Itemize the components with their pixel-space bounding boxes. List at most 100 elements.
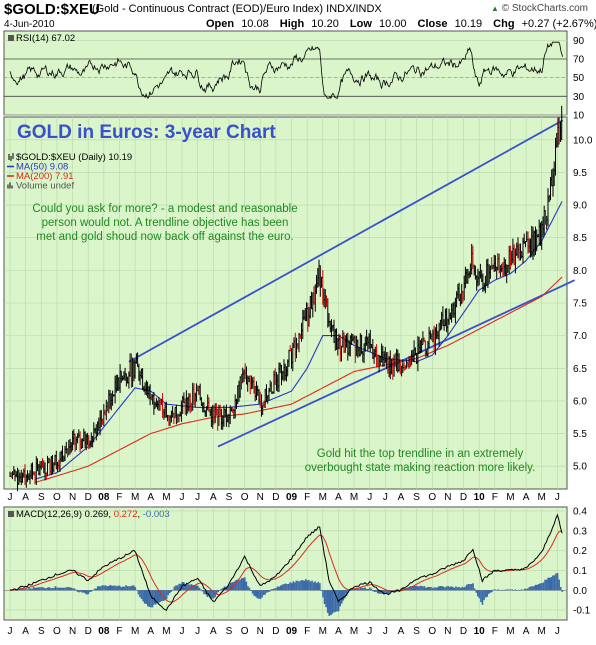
macd-hist-bar — [93, 588, 96, 591]
macd-hist-bar — [444, 587, 446, 591]
macd-hist-bar — [362, 588, 365, 591]
macd-hist-bar — [380, 590, 382, 594]
macd-hist-bar — [170, 590, 173, 592]
legend-entry: MA(200) 7.91 — [16, 171, 74, 182]
macd-hist-bar — [344, 590, 346, 599]
x-tick-label: N — [69, 492, 76, 503]
macd-hist-bar — [126, 586, 129, 591]
rsi-legend-text: RSI(14) 67.02 — [16, 33, 75, 44]
x-tick-label: 09 — [286, 626, 298, 637]
macd-hist-bar — [273, 588, 276, 591]
macd-hist-bar — [306, 580, 309, 591]
macd-hist-bar — [475, 590, 478, 593]
macd-hist-bar — [201, 590, 204, 592]
x-tick-label: O — [53, 626, 61, 637]
macd-hist-bar — [390, 590, 393, 591]
x-tick-label: A — [523, 492, 530, 503]
open-label: Open — [206, 18, 235, 30]
rsi-grid — [4, 40, 567, 116]
macd-hist-bar — [336, 590, 338, 612]
x-tick-label: M — [506, 492, 514, 503]
macd-hist-bar — [378, 590, 381, 594]
macd-hist-bar — [439, 585, 442, 591]
macd-hist-bar — [178, 583, 180, 591]
x-tick-label: N — [257, 492, 264, 503]
macd-hist-bar — [98, 586, 101, 591]
x-tick-label: J — [367, 492, 372, 503]
macd-hist-bar — [76, 590, 79, 592]
annotation-bottom-line-1: Gold hit the top trendline in an extreme… — [317, 448, 524, 460]
macd-hist-bar — [143, 590, 146, 604]
x-tick-label: A — [398, 492, 405, 503]
macd-legend-sep-1: , — [108, 509, 113, 520]
macd-hist-bar — [231, 582, 234, 591]
macd-hist-bar — [527, 588, 529, 591]
x-tick-label: 08 — [98, 492, 110, 503]
macd-hist-bar — [345, 590, 348, 597]
rsi-y-tick: 30 — [573, 92, 585, 103]
macd-hist-bar — [419, 585, 421, 591]
x-tick-label: F — [116, 626, 122, 637]
macd-hist-bar — [456, 587, 459, 591]
macd-hist-bar — [29, 588, 32, 591]
macd-hist-bar — [134, 587, 137, 591]
x-tick-label: A — [147, 626, 154, 637]
macd-hist-bar — [541, 583, 543, 591]
macd-hist-bar — [164, 590, 166, 601]
macd-hist-bar — [84, 590, 87, 594]
macd-hist-bar — [497, 589, 499, 591]
x-tick-label: A — [335, 626, 342, 637]
x-tick-label: J — [8, 492, 13, 503]
macd-hist-bar — [167, 590, 169, 596]
macd-hist-bar — [54, 586, 57, 591]
open-value: 10.08 — [241, 18, 269, 30]
macd-hist-bar — [355, 588, 357, 591]
macd-hist-bar — [211, 590, 213, 599]
macd-hist-bar — [96, 586, 99, 591]
macd-hist-bar — [270, 589, 273, 591]
x-tick-label: O — [241, 492, 249, 503]
rsi-line — [9, 41, 564, 100]
macd-hist-bar — [442, 586, 445, 591]
macd-hist-bar — [522, 589, 524, 591]
macd-hist-bar — [25, 588, 27, 591]
close-value: 10.19 — [454, 18, 483, 30]
macd-hist-bar — [431, 588, 434, 591]
macd-hist-bar — [394, 590, 396, 591]
macd-hist-bar — [300, 580, 302, 591]
x-tick-label: J — [180, 492, 185, 503]
x-tick-label: D — [272, 492, 279, 503]
macd-panel: -0.1 0.0 0.1 0.2 0.3 0.4 MACD(12,26,9) 0.269,… — [3, 506, 591, 621]
macd-hist-bar — [340, 590, 343, 604]
macd-hist-bar — [40, 587, 43, 591]
rsi-y-tick: 10 — [573, 111, 585, 122]
macd-hist-bar — [234, 580, 237, 591]
macd-hist-bar — [303, 580, 306, 591]
price-y-tick: 8.5 — [573, 233, 587, 244]
macd-hist-bar — [139, 590, 141, 598]
trendline-upper — [128, 119, 564, 363]
macd-hist-bar — [48, 587, 51, 591]
x-tick-label: A — [147, 492, 154, 503]
macd-hist-bar — [426, 587, 429, 591]
rsi-y-tick: 50 — [573, 73, 585, 84]
macd-hist-bar — [15, 590, 18, 591]
chart-headline: GOLD in Euros: 3-year Chart — [17, 122, 276, 143]
macd-hist-bar — [548, 577, 551, 591]
macd-hist-bar — [251, 590, 254, 594]
macd-hist-bar — [323, 590, 326, 605]
x-tick-label: M — [538, 492, 546, 503]
legend-bars-icon — [8, 153, 14, 161]
macd-hist-bar — [226, 586, 229, 591]
ohlc-readout: Open 10.08 High 10.20 Low 10.00 Close 10… — [206, 18, 596, 30]
macd-legend-text: MACD(12,26,9) 0.269, 0.272, -0.003 — [16, 509, 170, 520]
macd-hist-bar — [301, 580, 304, 591]
macd-hist-bar — [486, 590, 488, 597]
x-tick-label: N — [444, 626, 451, 637]
x-tick-label: N — [69, 626, 76, 637]
macd-hist-bar — [334, 590, 337, 612]
macd-hist-bar — [365, 588, 368, 591]
symbol-description: (Gold - Continuous Contract (EOD)/Euro I… — [92, 3, 382, 15]
macd-hist-bar — [242, 577, 245, 591]
macd-hist-bar — [453, 587, 456, 591]
